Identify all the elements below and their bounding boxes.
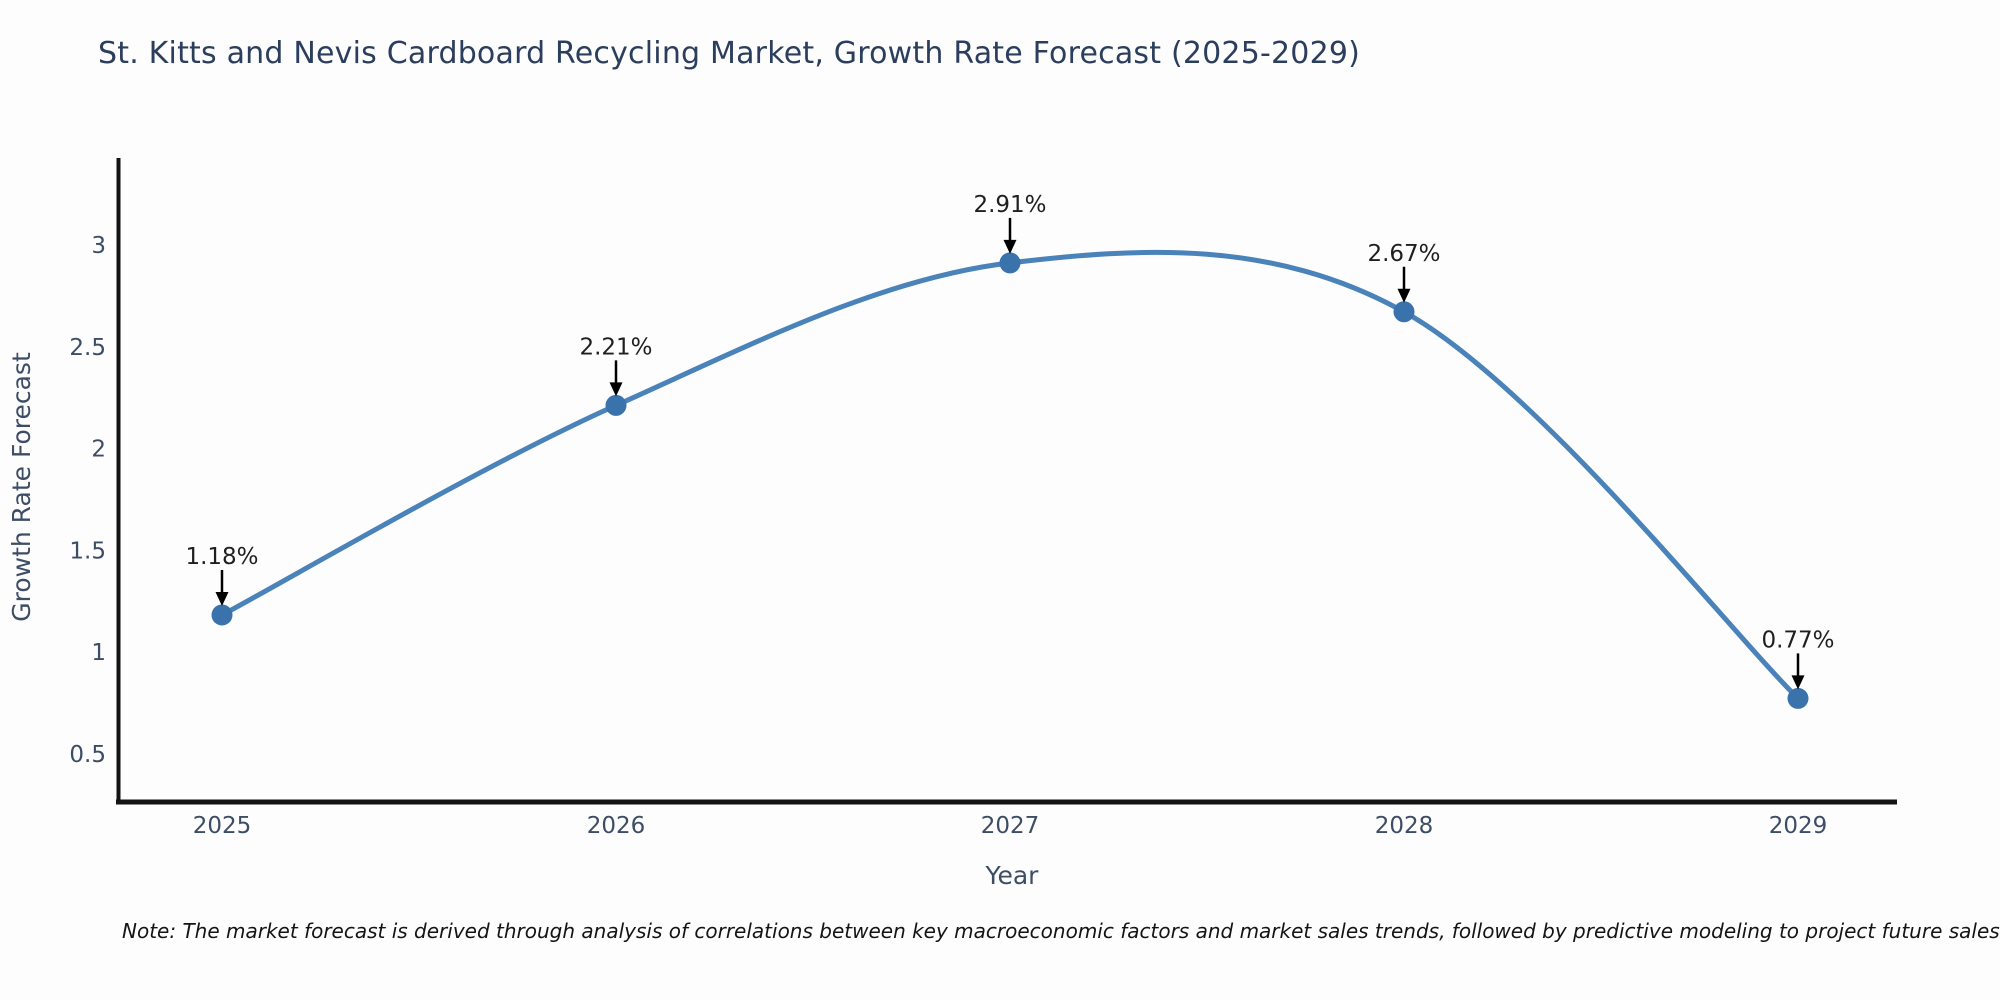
- footnote: Note: The market forecast is derived thr…: [122, 919, 2000, 943]
- data-point-marker: [1393, 301, 1415, 323]
- annotation-label: 0.77%: [1761, 627, 1834, 653]
- chart-title: St. Kitts and Nevis Cardboard Recycling …: [98, 36, 1361, 71]
- data-point-marker: [999, 252, 1021, 274]
- annotation-arrowhead: [1003, 239, 1017, 254]
- y-tick-label: 2: [91, 437, 106, 463]
- x-tick-label: 2026: [587, 813, 646, 839]
- x-tick-label: 2028: [1375, 813, 1434, 839]
- chart-plot-area: 0.5 1 1.5 2 2.5 3 2025 2026 2027 2028 2029 1.18% 2.2…: [69, 158, 1897, 839]
- annotation-arrowhead: [1397, 288, 1411, 303]
- annotation-arrowhead: [215, 591, 229, 606]
- x-tick-label: 2027: [981, 813, 1040, 839]
- y-tick-label: 1.5: [69, 538, 106, 564]
- annotation-arrowhead: [1791, 675, 1805, 690]
- annotation-label: 2.21%: [579, 334, 652, 360]
- x-tick-label: 2025: [193, 813, 252, 839]
- y-tick-label: 0.5: [69, 742, 106, 768]
- annotation-label: 1.18%: [185, 544, 258, 570]
- y-axis-title: Growth Rate Forecast: [7, 352, 36, 622]
- annotation-arrowhead: [609, 382, 623, 397]
- series-line: [219, 249, 1801, 701]
- annotation-label: 2.91%: [973, 192, 1046, 218]
- data-point-marker: [211, 604, 233, 626]
- data-point-marker: [605, 394, 627, 416]
- y-tick-label: 3: [91, 233, 106, 259]
- y-tick-label: 1: [91, 640, 106, 666]
- y-tick-label: 2.5: [69, 335, 106, 361]
- x-tick-label: 2029: [1769, 813, 1828, 839]
- annotation-label: 2.67%: [1367, 241, 1440, 267]
- data-point-marker: [1787, 687, 1809, 709]
- x-axis-title: Year: [985, 861, 1040, 890]
